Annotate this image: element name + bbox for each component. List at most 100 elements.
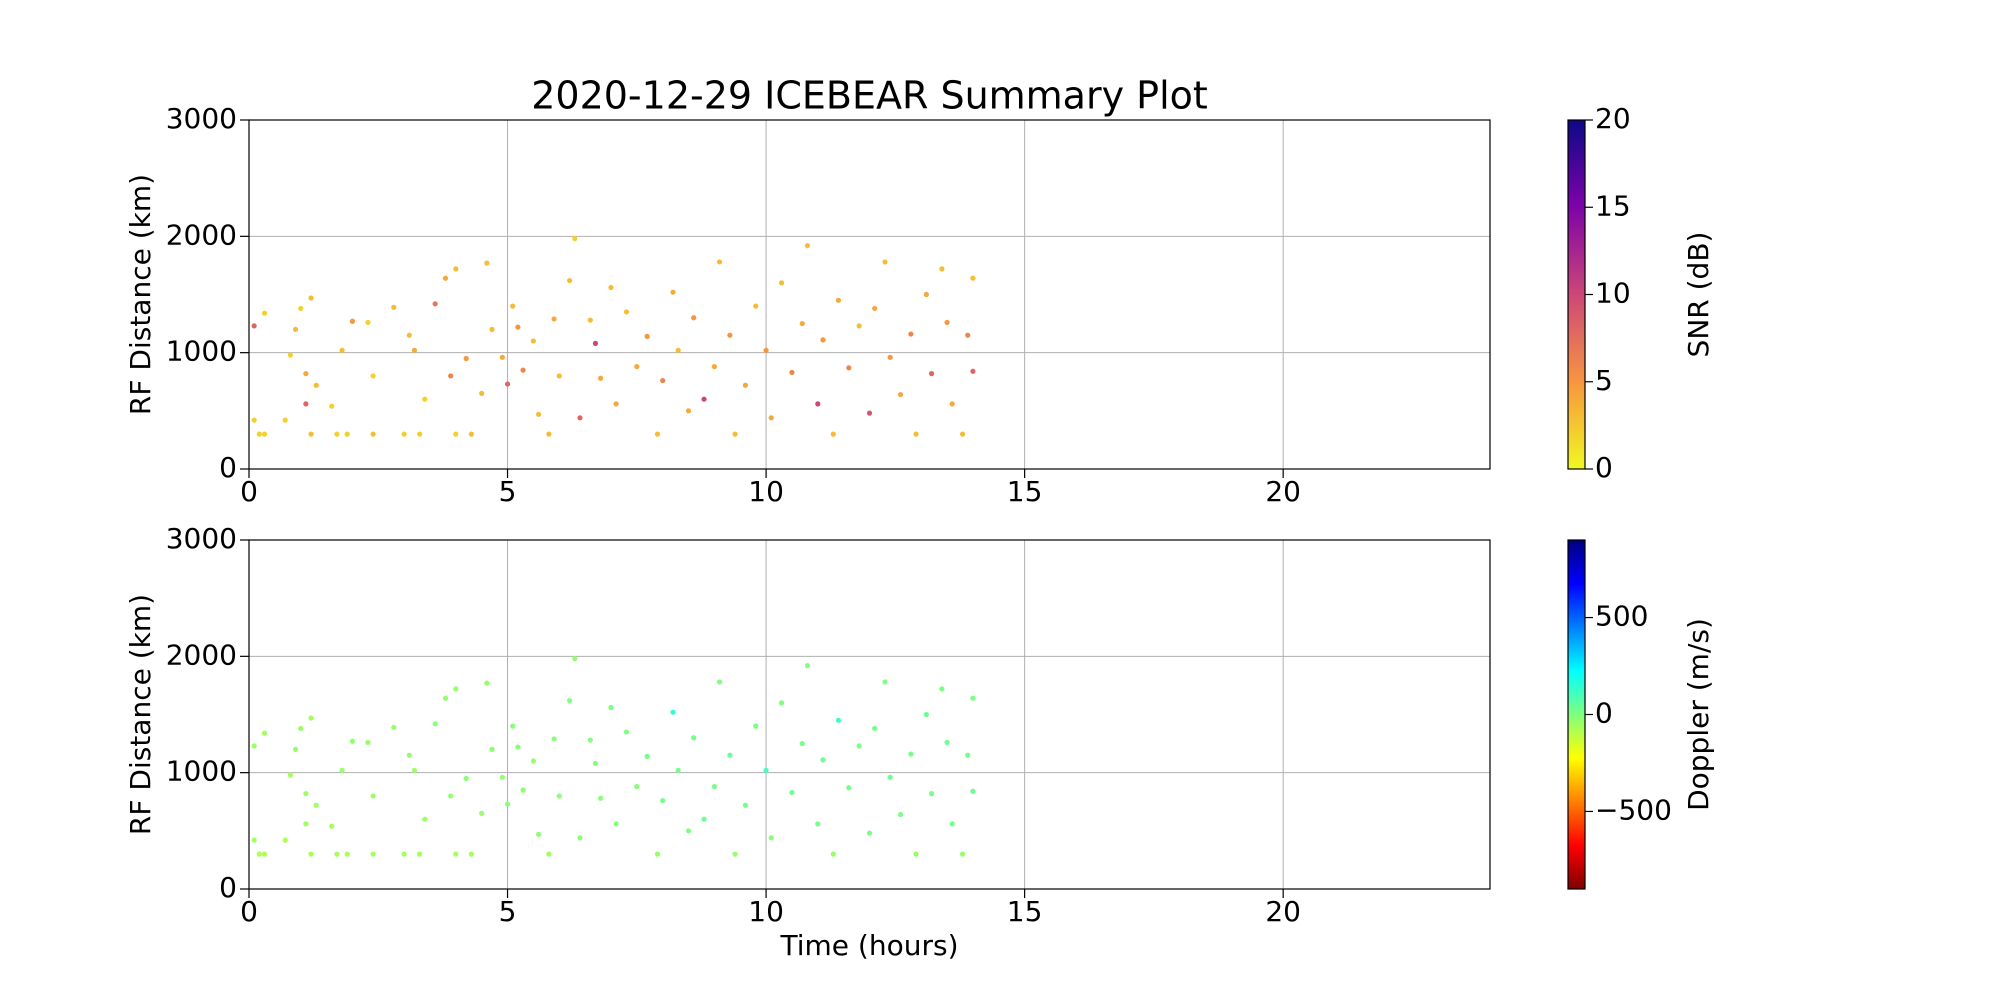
scatter-point	[742, 802, 749, 808]
scatter-point	[432, 301, 438, 307]
scatter-point	[479, 390, 485, 396]
scatter-point	[660, 797, 666, 804]
x-axis-label: Time (hours)	[780, 929, 959, 962]
scatter-point	[685, 828, 692, 834]
x-tick-label: 0	[240, 475, 258, 508]
scatter-point	[303, 791, 309, 797]
scatter-point	[939, 266, 945, 272]
scatter-point	[970, 788, 976, 794]
x-tick-label: 20	[1265, 475, 1301, 508]
scatter-point	[303, 401, 309, 407]
scatter-point	[846, 365, 852, 371]
scatter-point	[448, 373, 454, 379]
scatter-point	[716, 679, 723, 685]
scatter-point	[349, 738, 356, 744]
scatter-point	[753, 723, 759, 729]
scatter-point	[949, 401, 955, 407]
y-axis-label: RF Distance (km)	[124, 594, 157, 835]
scatter-point	[251, 743, 257, 749]
scatter-point	[566, 277, 573, 284]
scatter-point	[453, 431, 459, 437]
scatter-point	[292, 326, 299, 332]
scatter-point	[716, 259, 723, 265]
scatter-point	[287, 352, 293, 358]
scatter-point	[908, 331, 914, 337]
subplot: 0 5 10 15 20 0 1000 2000 3000 RF Distance (km) Tim…	[124, 522, 1715, 962]
scatter-point	[872, 725, 878, 732]
scatter-point	[923, 711, 929, 718]
scatter-point	[887, 774, 893, 780]
scatter-point	[535, 411, 542, 417]
scatter-point	[515, 324, 521, 330]
scatter-point	[303, 821, 309, 827]
scatter-point	[613, 821, 619, 827]
scatter-point	[401, 431, 407, 437]
scatter-point	[251, 417, 257, 423]
scatter-point	[815, 821, 821, 827]
scatter-point	[551, 736, 557, 742]
scatter-point	[256, 431, 262, 437]
scatter-point	[308, 851, 314, 857]
colorbar-tick-label: 0	[1595, 697, 1613, 730]
scatter-point	[732, 851, 738, 857]
scatter-point	[411, 347, 418, 353]
colorbar-tick-label: 10	[1595, 277, 1631, 310]
scatter-point	[592, 340, 599, 346]
scatter-point	[313, 382, 319, 388]
scatter-point	[908, 751, 914, 757]
scatter-point	[654, 431, 661, 437]
x-tick-label: 10	[748, 895, 784, 928]
scatter-point	[928, 791, 935, 797]
scatter-point	[448, 793, 454, 799]
scatter-point	[913, 851, 919, 857]
scatter-point	[623, 729, 630, 735]
scatter-point	[261, 730, 268, 736]
scatter-point	[789, 789, 795, 796]
scatter-point	[556, 373, 562, 379]
scatter-point	[251, 323, 257, 329]
scatter-point	[256, 851, 262, 857]
scatter-point	[370, 851, 376, 857]
scatter-point	[965, 332, 971, 338]
scatter-point	[344, 851, 350, 857]
scatter-point	[753, 303, 759, 309]
x-tick-label: 15	[1007, 895, 1043, 928]
scatter-point	[970, 695, 976, 701]
scatter-point	[866, 830, 873, 836]
scatter-point	[282, 417, 288, 423]
plot-frame	[248, 119, 1491, 470]
y-tick-label: 1000	[166, 335, 237, 368]
scatter-point	[882, 259, 888, 265]
x-tick-label: 0	[240, 895, 258, 928]
scatter-point	[820, 757, 826, 763]
scatter-point	[897, 391, 904, 398]
scatter-point	[691, 735, 697, 741]
scatter-point	[551, 316, 557, 322]
scatter-point	[701, 396, 707, 402]
scatter-point	[835, 297, 842, 303]
scatter-point	[510, 723, 516, 729]
scatter-point	[365, 739, 371, 746]
scatter-point	[685, 408, 692, 414]
x-tick-label: 20	[1265, 895, 1301, 928]
scatter-point	[261, 310, 268, 316]
scatter-point	[499, 774, 505, 780]
scatter-point	[711, 364, 717, 370]
scatter-point	[598, 795, 604, 801]
scatter-point	[887, 354, 893, 360]
scatter-point	[778, 280, 785, 286]
colorbar-tick-label: 5	[1595, 364, 1613, 397]
scatter-point	[789, 369, 795, 376]
scatter-point	[339, 347, 345, 353]
x-tick-label: 10	[748, 475, 784, 508]
scatter-point	[928, 371, 935, 377]
scatter-point	[417, 851, 423, 857]
colorbar-label: SNR (dB)	[1682, 232, 1715, 358]
y-tick-label: 0	[219, 871, 237, 904]
scatter-point	[442, 695, 449, 701]
y-tick-label: 3000	[166, 522, 237, 555]
scatter-point	[479, 810, 485, 816]
scatter-point	[944, 319, 950, 326]
x-tick-label: 5	[499, 475, 517, 508]
scatter-point	[572, 656, 578, 662]
